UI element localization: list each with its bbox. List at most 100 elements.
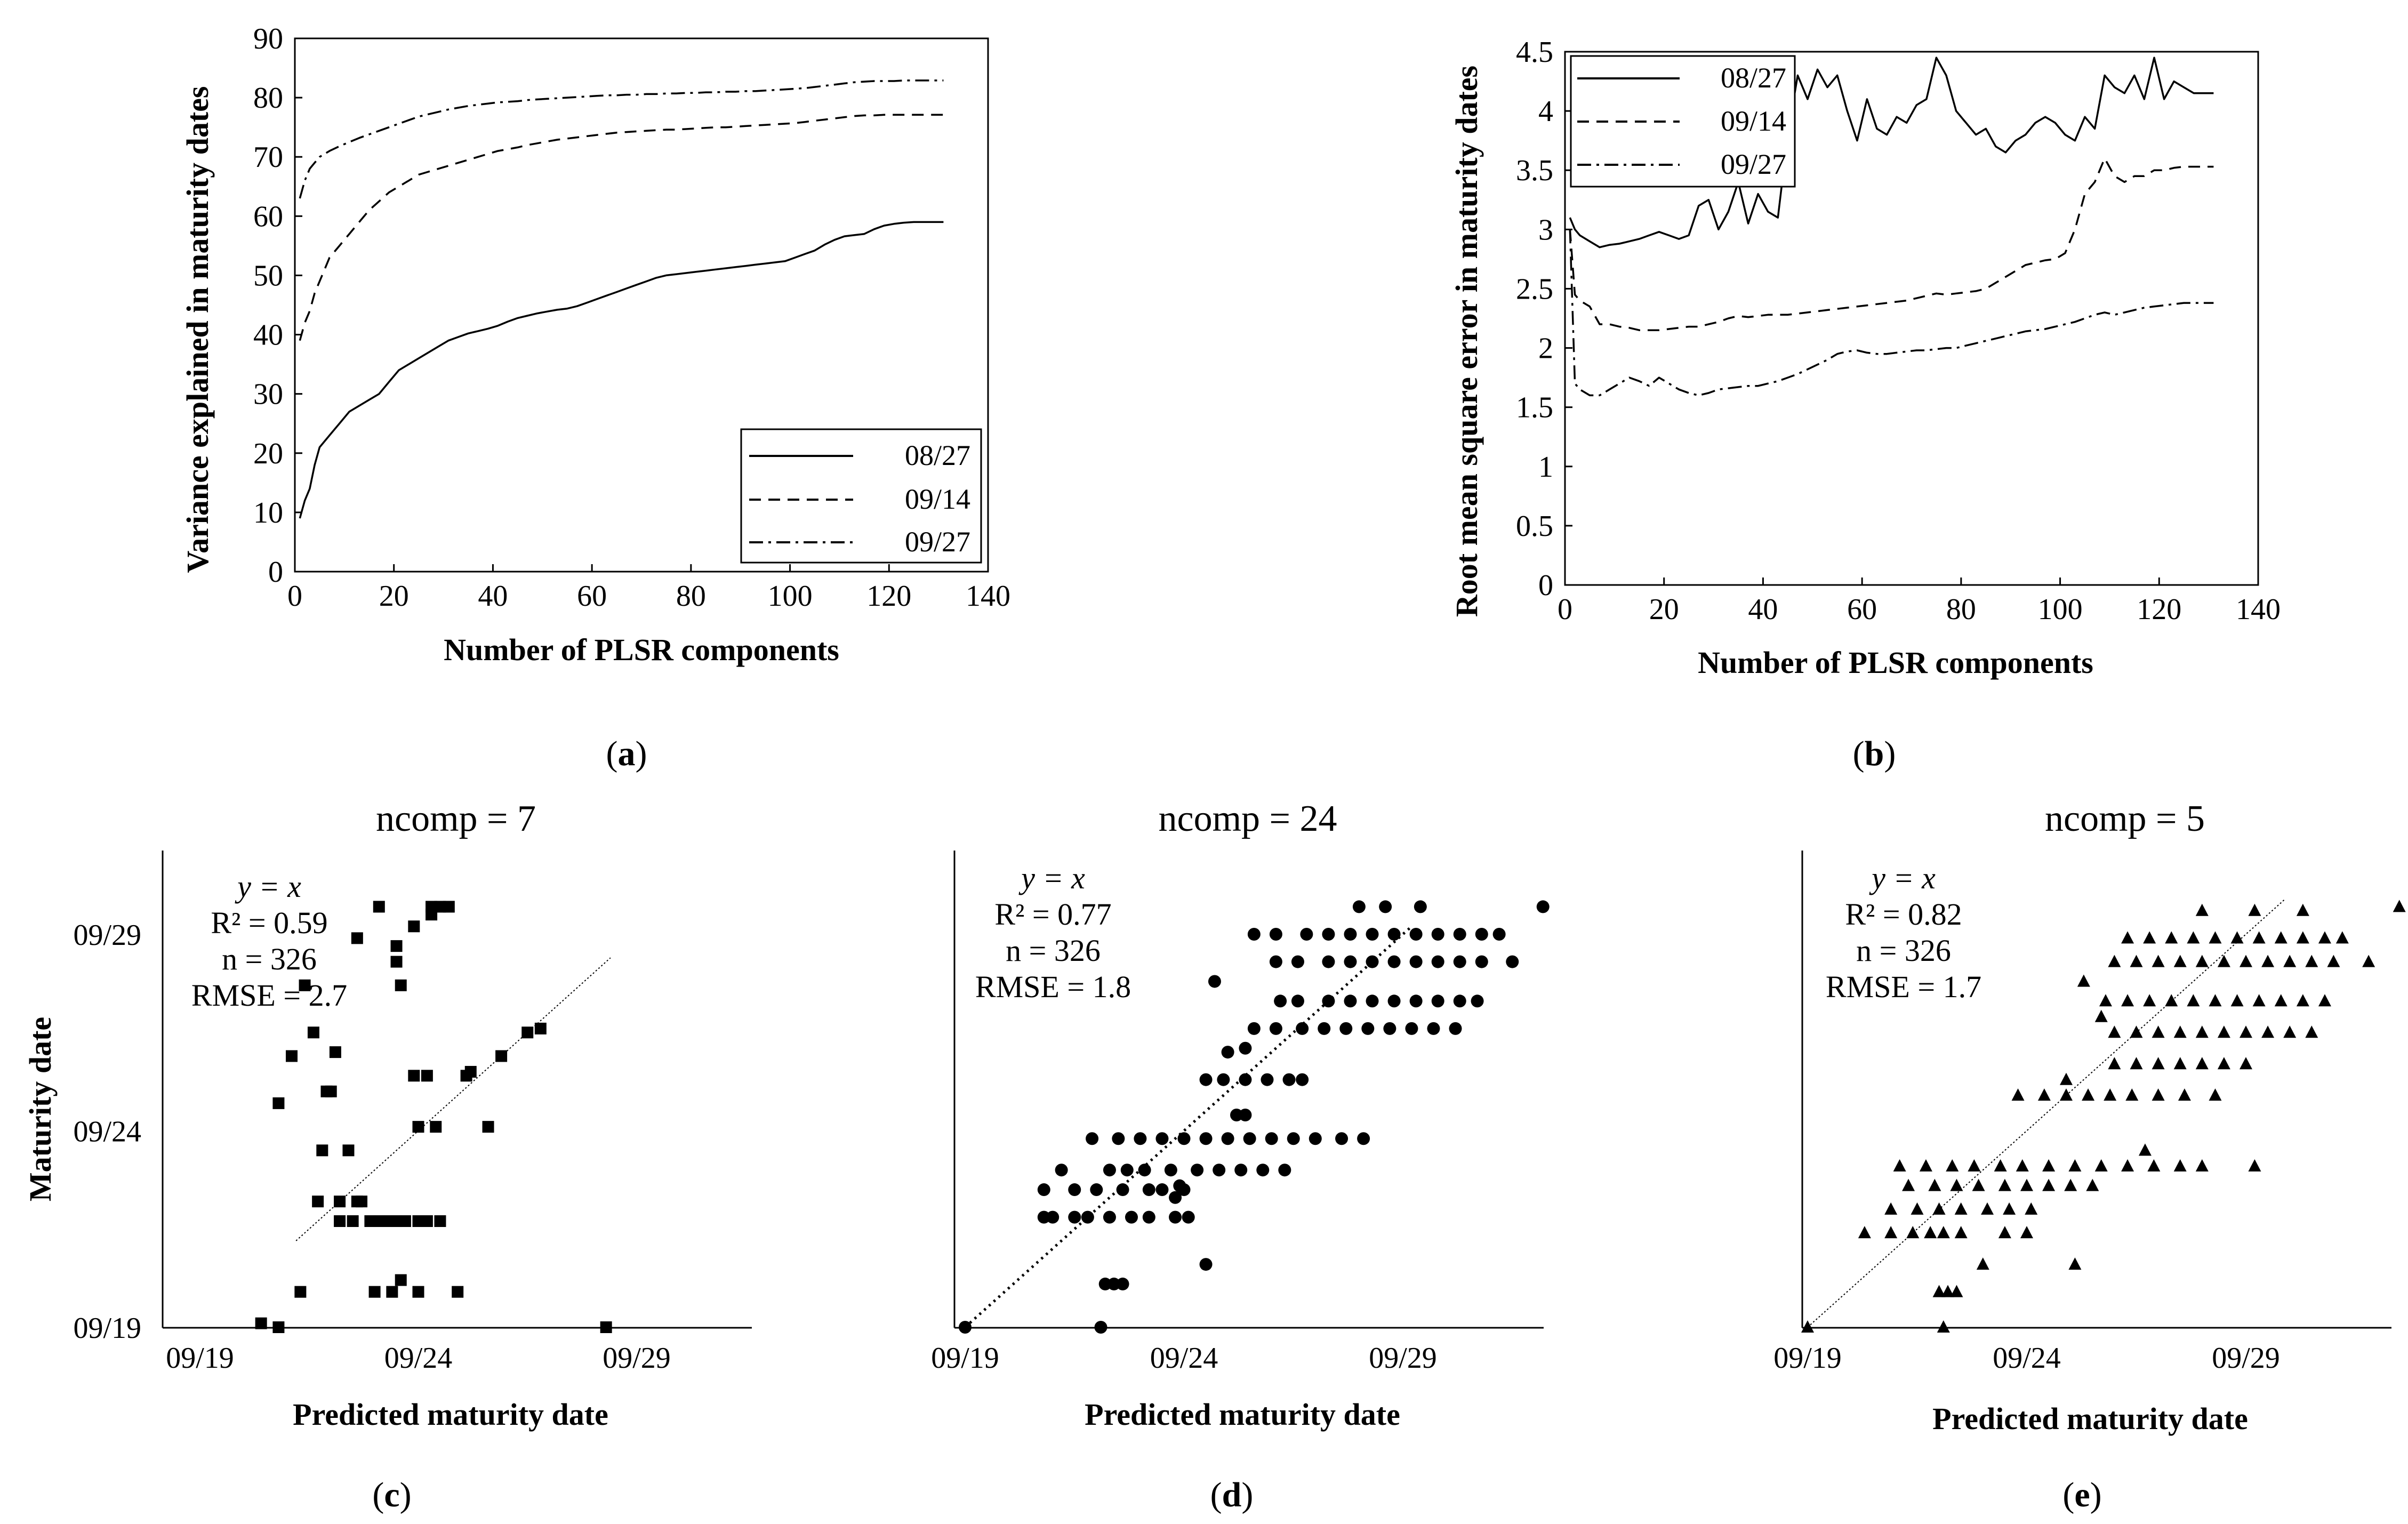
chart-b-x-tick-label: 120: [2137, 593, 2181, 626]
chart-d-point: [1037, 1183, 1050, 1197]
chart-c-point: [464, 1065, 477, 1078]
chart-a-y-axis-label: Variance explained in maturity dates: [180, 86, 215, 573]
chart-e-point: [2173, 1159, 2187, 1172]
chart-c-point: [351, 1196, 363, 1208]
chart-d-point: [1081, 1210, 1094, 1224]
chart-d-point: [1322, 994, 1335, 1008]
chart-d-point: [1282, 1073, 1296, 1086]
chart-d-point: [1199, 1258, 1213, 1271]
chart-e-point: [2037, 1088, 2051, 1101]
chart-a-y-tick-label: 60: [253, 200, 283, 233]
chart-d-point: [1414, 900, 1427, 913]
chart-c-point: [312, 1196, 324, 1208]
chart-e-point: [2195, 1159, 2209, 1172]
chart-e-point: [2152, 954, 2165, 967]
chart-e-point: [2296, 903, 2309, 916]
chart-d-point: [1427, 1022, 1440, 1035]
chart-e-point: [2305, 954, 2318, 967]
chart-c-points: [255, 901, 612, 1333]
chart-b-series-line-0827: [1569, 57, 2214, 248]
chart-e-point: [1976, 1257, 1989, 1270]
chart-c-point: [390, 940, 403, 952]
chart-a-y-tick-label: 70: [253, 141, 283, 174]
chart-e-point: [1911, 1202, 1924, 1215]
chart-e-point: [2217, 1057, 2230, 1070]
chart-b-y-tick-label: 2.5: [1516, 272, 1553, 306]
chart-a-y-tick-label: 20: [253, 437, 283, 470]
chart-e-point: [1919, 1159, 1932, 1172]
chart-e-point: [2042, 1159, 2056, 1172]
chart-e-x-ticks: 09/19 09/24 09/29: [1773, 1342, 2280, 1375]
chart-e-point: [2025, 1202, 2038, 1215]
chart-d-point: [1142, 1183, 1155, 1197]
chart-e-point: [2016, 1159, 2029, 1172]
chart-d-point: [1142, 1210, 1155, 1224]
chart-e-point: [2274, 931, 2287, 944]
chart-d-point: [1213, 1164, 1226, 1177]
chart-d-point: [1138, 1164, 1151, 1177]
panel-label-a-letter: a: [618, 734, 636, 773]
chart-c-y-ticks: 09/19 09/24 09/29: [73, 919, 141, 1345]
chart-d-point: [1221, 1132, 1234, 1145]
chart-c-x-axis-label: Predicted maturity date: [293, 1397, 608, 1432]
chart-d-point: [1379, 900, 1392, 913]
chart-b-series-line-0927: [1569, 229, 2214, 397]
chart-e-point: [2094, 1009, 2108, 1022]
chart-e-point: [2252, 994, 2266, 1007]
chart-e-point: [1924, 1226, 1937, 1239]
panel-label-e-letter: e: [2074, 1475, 2090, 1514]
chart-b-x-ticks: 0 20 40 60 80 100 120 140: [1558, 577, 2281, 626]
chart-e-x-tick-label: 09/19: [1773, 1342, 1842, 1375]
chart-d-point: [1243, 1132, 1256, 1145]
chart-d-point: [1239, 1041, 1252, 1055]
chart-b-x-tick-label: 20: [1649, 593, 1679, 626]
chart-b-y-tick-label: 3: [1538, 213, 1553, 246]
chart-d-point: [1387, 955, 1401, 968]
chart-d-point: [1269, 1022, 1282, 1035]
chart-d-point: [1409, 928, 1423, 941]
chart-d-point: [1409, 994, 1423, 1008]
chart-e-point: [2108, 1025, 2121, 1038]
chart-d-point: [1199, 1073, 1213, 1086]
chart-c-x-ticks: 09/19 09/24 09/29: [166, 1342, 671, 1375]
chart-d-stats-n: n = 326: [1006, 933, 1101, 968]
chart-c-point: [373, 1215, 385, 1228]
chart-b-x-tick-label: 40: [1748, 593, 1778, 626]
chart-e-point: [2252, 931, 2266, 944]
chart-e-point: [2178, 1088, 2191, 1101]
chart-c-point: [299, 979, 311, 991]
chart-a-x-tick-label: 140: [966, 580, 1010, 613]
chart-d-point: [1453, 955, 1466, 968]
chart-e-stats-equation: y = x: [1869, 861, 1936, 895]
chart-d-point: [1169, 1191, 1182, 1204]
chart-e-point: [2059, 1088, 2073, 1101]
chart-a-series-line-0827: [299, 221, 944, 519]
chart-c-point: [294, 1286, 307, 1298]
chart-e-point: [2261, 1025, 2275, 1038]
chart-e-point: [1902, 1178, 1915, 1191]
panel-label-b: (b): [1853, 734, 1896, 773]
chart-e-stats: y = x R² = 0.82 n = 326 RMSE = 1.7: [1826, 861, 1981, 1004]
chart-d-point: [1431, 955, 1444, 968]
chart-d-point: [1261, 1073, 1274, 1086]
chart-d-point: [1431, 928, 1444, 941]
chart-d-point: [1291, 994, 1304, 1008]
panel-label-e: (e): [2062, 1475, 2101, 1514]
chart-e-point: [2318, 994, 2331, 1007]
chart-a-y-tick-label: 30: [253, 378, 283, 411]
chart-d-x-axis-label: Predicted maturity date: [1085, 1397, 1400, 1432]
chart-e-point: [2362, 954, 2375, 967]
chart-c-point: [390, 956, 403, 968]
chart-e-point: [1954, 1226, 1968, 1239]
chart-b-legend-label-0827: 08/27: [1721, 62, 1786, 94]
chart-b-y-tick-label: 0: [1538, 569, 1553, 602]
chart-e-point: [1884, 1226, 1898, 1239]
chart-c-y-tick-label: 09/24: [73, 1116, 141, 1149]
chart-a-y-tick-label: 40: [253, 319, 283, 352]
chart-d-point: [1300, 928, 1313, 941]
chart-e-point: [1893, 1159, 1906, 1172]
chart-e-point: [1801, 1320, 1814, 1333]
chart-e-point: [2147, 1159, 2161, 1172]
chart-d-point: [1256, 1164, 1270, 1177]
